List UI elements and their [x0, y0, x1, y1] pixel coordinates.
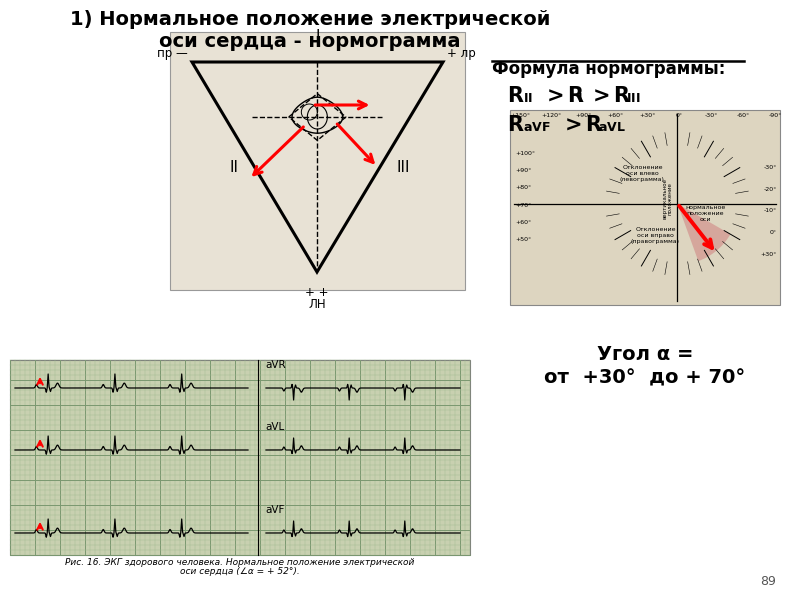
Text: $\mathbf{aVL}$: $\mathbf{aVL}$: [598, 121, 626, 134]
Text: Рис. 16. ЭКГ здорового человека. Нормальное положение электрической: Рис. 16. ЭКГ здорового человека. Нормаль…: [66, 558, 414, 567]
Text: +50°: +50°: [515, 237, 531, 242]
Text: $\mathbf{R}$: $\mathbf{R}$: [507, 115, 525, 135]
Text: 89: 89: [760, 575, 776, 588]
Text: Отклонение
оси вправо
(правограмма): Отклонение оси вправо (правограмма): [631, 227, 680, 244]
Text: Угол α =: Угол α =: [597, 345, 694, 364]
FancyBboxPatch shape: [510, 110, 780, 305]
Text: ЛН: ЛН: [308, 298, 326, 311]
Text: 0°: 0°: [770, 230, 777, 235]
Text: aVL: aVL: [265, 422, 284, 432]
Text: пр —: пр —: [158, 47, 188, 61]
Text: Отклонение
оси влево
(левограмма): Отклонение оси влево (левограмма): [620, 165, 665, 182]
Text: +120°: +120°: [542, 113, 562, 118]
Text: оси сердца - нормограмма: оси сердца - нормограмма: [159, 32, 461, 51]
Text: III: III: [396, 160, 410, 175]
Text: -30°: -30°: [764, 165, 777, 170]
FancyBboxPatch shape: [10, 360, 470, 555]
Text: + +: + +: [306, 286, 329, 299]
Text: + лр: + лр: [447, 47, 476, 61]
Text: $\mathbf{R}$: $\mathbf{R}$: [507, 86, 525, 106]
Text: -20°: -20°: [764, 187, 777, 192]
Text: +60°: +60°: [515, 220, 531, 225]
Text: Формула нормограммы:: Формула нормограммы:: [492, 60, 726, 78]
Text: +80°: +80°: [515, 185, 531, 190]
Polygon shape: [678, 203, 730, 261]
Text: оси сердца (∠α = + 52°).: оси сердца (∠α = + 52°).: [180, 567, 300, 576]
Text: вертикальное
положение: вертикальное положение: [662, 178, 673, 219]
Text: +90°: +90°: [515, 168, 531, 173]
Text: $\mathbf{> R}$: $\mathbf{> R}$: [588, 86, 631, 106]
Text: $\mathbf{III}$: $\mathbf{III}$: [626, 92, 641, 105]
Text: -10°: -10°: [764, 208, 777, 213]
Text: нормальное
положение
оси: нормальное положение оси: [686, 205, 726, 222]
Text: +90°: +90°: [576, 113, 592, 118]
Text: $\mathbf{I}$: $\mathbf{I}$: [577, 92, 582, 105]
FancyBboxPatch shape: [170, 32, 465, 290]
Text: -60°: -60°: [737, 113, 750, 118]
Text: +100°: +100°: [515, 151, 535, 156]
Text: -30°: -30°: [705, 113, 718, 118]
Text: aVF: aVF: [265, 505, 284, 515]
Text: +30°: +30°: [761, 251, 777, 257]
Text: +70°: +70°: [515, 203, 531, 208]
Text: +150°: +150°: [510, 113, 530, 118]
Text: +30°: +30°: [639, 113, 656, 118]
Text: $\mathbf{aVF}$: $\mathbf{aVF}$: [523, 121, 550, 134]
Text: aVR: aVR: [265, 360, 286, 370]
Text: $\mathbf{II}$: $\mathbf{II}$: [523, 92, 533, 105]
Text: +60°: +60°: [607, 113, 624, 118]
Text: $\mathbf{> R}$: $\mathbf{> R}$: [560, 115, 603, 135]
Text: от  +30°  до + 70°: от +30° до + 70°: [544, 368, 746, 387]
Text: 1) Нормальное положение электрической: 1) Нормальное положение электрической: [70, 10, 550, 29]
Text: 0°: 0°: [676, 113, 683, 118]
Text: II: II: [230, 160, 238, 175]
Text: I: I: [315, 29, 320, 44]
Text: -90°: -90°: [768, 113, 782, 118]
Text: $\mathbf{>R}$: $\mathbf{>R}$: [542, 86, 585, 106]
